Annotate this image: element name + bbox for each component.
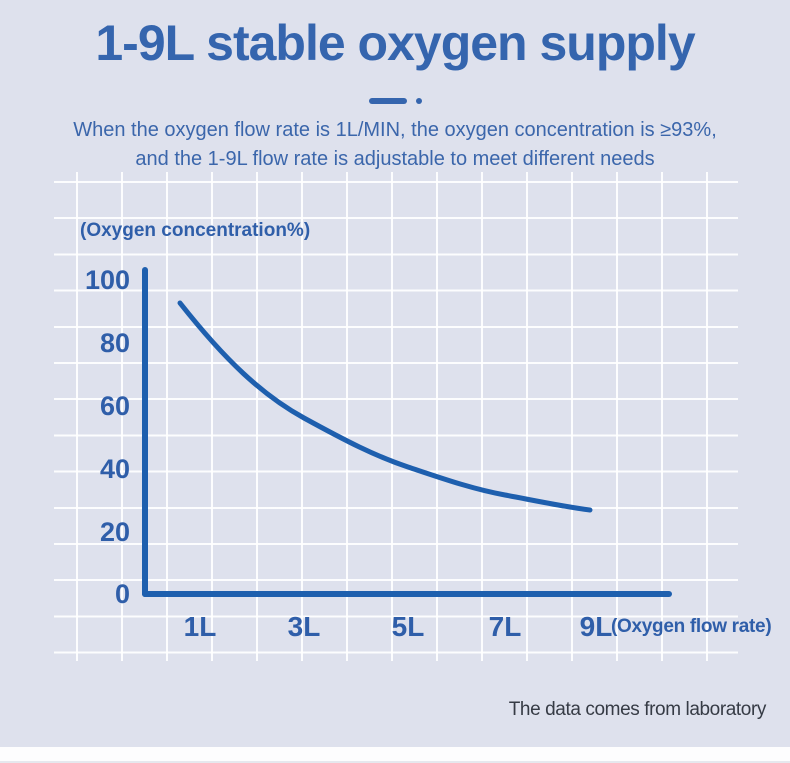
y-tick-80: 80 bbox=[99, 328, 130, 358]
grid-horizontal-lines bbox=[54, 181, 738, 655]
y-tick-0: 0 bbox=[114, 579, 130, 609]
y-tick-60: 60 bbox=[99, 391, 130, 421]
dash-icon bbox=[368, 97, 407, 104]
x-axis-line bbox=[142, 591, 672, 597]
x-tick-7L: 7L bbox=[488, 611, 522, 642]
dot-icon bbox=[415, 98, 422, 104]
title-ornament bbox=[0, 97, 790, 104]
subtitle: When the oxygen flow rate is 1L/MIN, the… bbox=[0, 116, 790, 174]
x-tick-1L: 1L bbox=[183, 611, 217, 642]
x-tick-9L: 9L bbox=[579, 611, 613, 642]
bottom-strip bbox=[0, 747, 790, 763]
y-tick-20: 20 bbox=[99, 517, 130, 547]
y-axis-title: (Oxygen concentration%) bbox=[80, 220, 311, 241]
x-axis-title: (Oxygen flow rate) bbox=[611, 616, 772, 637]
x-tick-3L: 3L bbox=[287, 611, 321, 642]
data-source-note: The data comes from laboratory bbox=[508, 699, 767, 720]
subtitle-line-2: and the 1-9L flow rate is adjustable to … bbox=[135, 148, 655, 170]
x-tick-5L: 5L bbox=[391, 611, 425, 642]
page-title: 1-9L stable oxygen supply bbox=[95, 15, 695, 71]
y-tick-100: 100 bbox=[84, 265, 130, 295]
y-tick-40: 40 bbox=[99, 454, 130, 484]
subtitle-line-1: When the oxygen flow rate is 1L/MIN, the… bbox=[73, 119, 717, 141]
y-axis-line bbox=[142, 267, 148, 597]
